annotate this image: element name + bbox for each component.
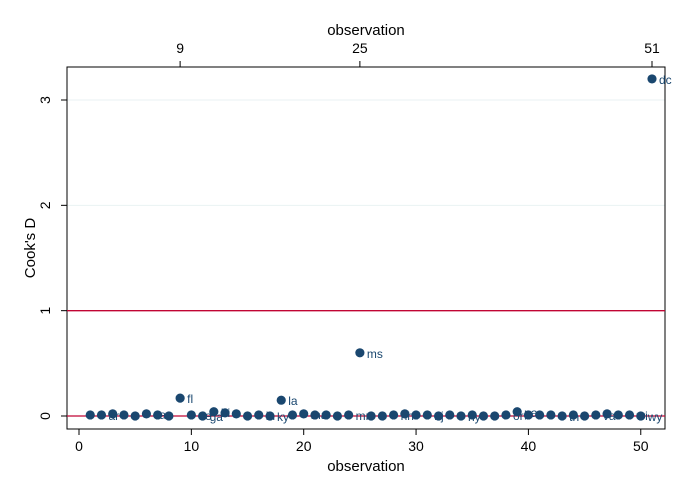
y-tick-label: 1 bbox=[37, 307, 53, 315]
point-label: nj bbox=[434, 409, 443, 423]
point-label: va bbox=[603, 409, 616, 423]
top-tick-label: 25 bbox=[352, 40, 368, 56]
point-label: ca bbox=[153, 408, 166, 422]
data-point bbox=[624, 410, 635, 420]
y-tick-label: 2 bbox=[37, 201, 53, 209]
data-point bbox=[636, 411, 646, 421]
data-point bbox=[478, 411, 489, 421]
data-point bbox=[175, 393, 185, 403]
data-point bbox=[445, 410, 455, 420]
data-point bbox=[602, 409, 612, 419]
point-label: hi bbox=[221, 406, 230, 420]
data-point bbox=[231, 409, 241, 419]
data-point bbox=[591, 410, 601, 420]
data-point bbox=[108, 409, 118, 419]
point-label: fl bbox=[187, 392, 193, 406]
point-label: ky bbox=[277, 410, 289, 424]
data-point bbox=[242, 411, 253, 421]
reference-line-layer bbox=[67, 310, 665, 417]
data-point bbox=[130, 411, 140, 421]
data-point bbox=[400, 409, 410, 419]
data-point bbox=[287, 410, 298, 420]
y-tick-label: 0 bbox=[37, 412, 53, 420]
point-label: ar bbox=[108, 409, 119, 423]
data-point bbox=[321, 410, 331, 420]
data-point bbox=[613, 410, 623, 420]
data-point bbox=[153, 410, 163, 420]
x-tick-label: 40 bbox=[521, 438, 537, 454]
axes-layer: 0 10 20 30 40 50 0 1 2 3 9 25 51 bbox=[37, 40, 660, 454]
data-point bbox=[141, 409, 152, 419]
data-point bbox=[388, 410, 399, 420]
data-point bbox=[557, 411, 567, 421]
point-label: ny bbox=[468, 410, 481, 424]
data-point bbox=[501, 410, 511, 420]
point-label: mn bbox=[356, 409, 373, 423]
point-label: or bbox=[513, 409, 524, 423]
data-point bbox=[119, 410, 129, 420]
point-label: tn bbox=[569, 410, 579, 424]
data-point bbox=[456, 411, 466, 421]
data-point bbox=[546, 410, 556, 420]
data-point bbox=[377, 411, 387, 421]
point-label: ma bbox=[311, 408, 328, 422]
x-axis-title: observation bbox=[327, 458, 405, 475]
point-label: ga bbox=[210, 410, 224, 424]
data-point bbox=[344, 410, 354, 420]
x-tick-label: 20 bbox=[296, 438, 312, 454]
point-label: ms bbox=[367, 347, 383, 361]
data-point bbox=[422, 410, 432, 420]
point-label: wi bbox=[636, 409, 648, 423]
data-point bbox=[96, 410, 107, 420]
data-point bbox=[299, 409, 309, 419]
data-point bbox=[411, 410, 421, 420]
point-label: pa bbox=[524, 406, 538, 420]
point-label: wy bbox=[647, 410, 663, 424]
data-point bbox=[568, 410, 578, 420]
point-label: de bbox=[198, 409, 212, 423]
data-point bbox=[512, 407, 522, 417]
data-point bbox=[220, 408, 230, 418]
y-tick-label: 3 bbox=[37, 96, 53, 104]
data-point bbox=[164, 411, 174, 421]
data-point bbox=[332, 411, 343, 421]
data-point bbox=[433, 411, 444, 421]
data-point bbox=[276, 395, 286, 405]
data-point bbox=[186, 410, 196, 420]
point-label: la bbox=[288, 394, 298, 408]
data-point bbox=[647, 74, 657, 84]
grid-layer bbox=[67, 99, 665, 206]
point-label: in bbox=[266, 409, 275, 423]
x-tick-label: 30 bbox=[408, 438, 424, 454]
data-point bbox=[535, 410, 545, 420]
data-point bbox=[197, 411, 208, 421]
top-tick-label: 9 bbox=[176, 40, 184, 56]
points-layer bbox=[85, 74, 657, 421]
data-point bbox=[254, 410, 264, 420]
point-label: nh bbox=[401, 409, 414, 423]
data-point bbox=[523, 410, 534, 420]
data-point bbox=[355, 348, 365, 358]
x-tick-label: 10 bbox=[184, 438, 200, 454]
data-point bbox=[310, 410, 320, 420]
data-point bbox=[209, 407, 219, 417]
plot-frame bbox=[66, 66, 666, 430]
data-point bbox=[490, 411, 500, 421]
data-point bbox=[85, 410, 95, 420]
data-point bbox=[366, 411, 376, 421]
data-point bbox=[467, 410, 477, 420]
x-tick-label: 50 bbox=[633, 438, 649, 454]
point-label: dc bbox=[659, 73, 672, 87]
top-axis-title: observation bbox=[327, 22, 405, 39]
y-axis-title: Cook's D bbox=[22, 218, 39, 279]
data-point bbox=[579, 411, 590, 421]
top-tick-label: 51 bbox=[644, 40, 660, 56]
x-tick-label: 0 bbox=[75, 438, 83, 454]
data-point bbox=[265, 411, 275, 421]
